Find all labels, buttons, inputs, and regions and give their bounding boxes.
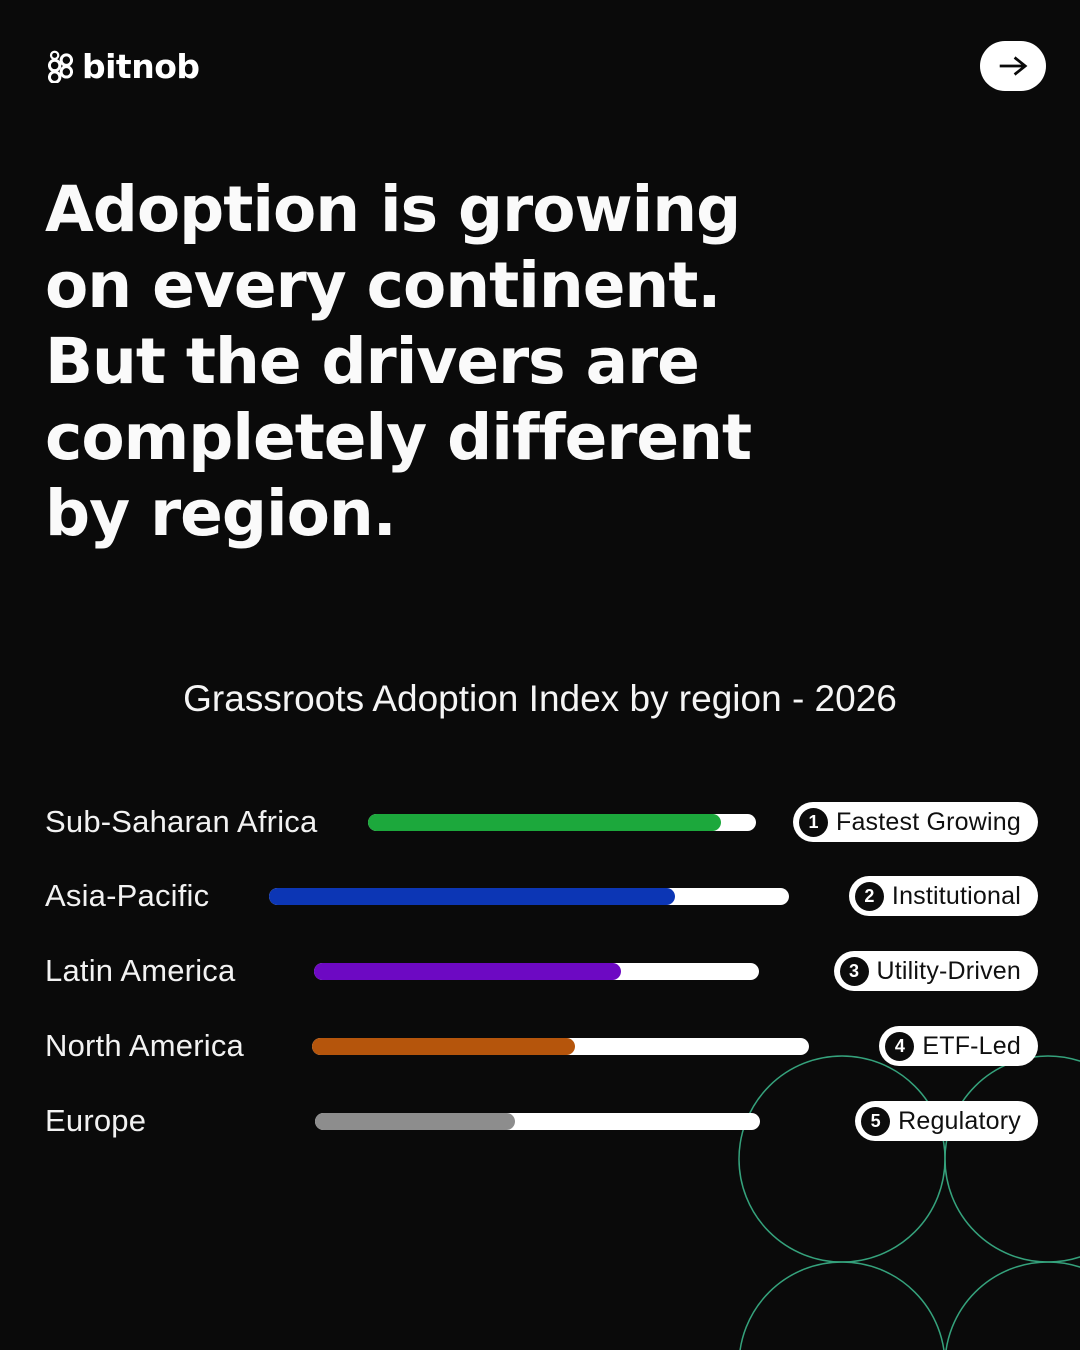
bar-fill xyxy=(312,1038,576,1055)
arrow-right-icon xyxy=(999,56,1028,76)
brand-name: bitnob xyxy=(82,46,200,86)
bar-track xyxy=(368,814,756,831)
driver-badge: 2 Institutional xyxy=(848,876,1038,916)
bitnob-logo-icon xyxy=(48,50,73,83)
chart-row-north-america: North America 4 ETF-Led xyxy=(0,1023,1080,1069)
region-label: North America xyxy=(45,1028,244,1063)
driver-label: Institutional xyxy=(891,881,1021,910)
chart-row-sub-saharan-africa: Sub-Saharan Africa 1 Fastest Growing xyxy=(0,799,1080,845)
driver-label: Fastest Growing xyxy=(835,807,1021,836)
driver-badge: 3 Utility-Driven xyxy=(833,951,1038,991)
chart-row-latin-america: Latin America 3 Utility-Driven xyxy=(0,948,1080,994)
driver-badge: 4 ETF-Led xyxy=(879,1026,1038,1066)
bar-fill xyxy=(269,888,675,905)
rank-number: 3 xyxy=(839,956,869,986)
driver-badge: 5 Regulatory xyxy=(855,1101,1038,1141)
header: bitnob xyxy=(48,38,1046,94)
bar-fill xyxy=(315,1113,516,1130)
bar-fill xyxy=(368,814,722,831)
region-label: Sub-Saharan Africa xyxy=(45,804,318,839)
region-label: Europe xyxy=(45,1103,147,1138)
chart-row-asia-pacific: Asia-Pacific 2 Institutional xyxy=(0,873,1080,919)
rank-number: 4 xyxy=(885,1031,915,1061)
headline: Adoption is growing on every continent. … xyxy=(45,173,752,550)
rank-number: 2 xyxy=(854,881,884,911)
driver-label: Regulatory xyxy=(898,1106,1021,1135)
bar-track xyxy=(314,963,759,980)
rank-number: 1 xyxy=(798,807,828,837)
bar-fill xyxy=(314,963,622,980)
region-label: Asia-Pacific xyxy=(45,878,210,913)
chart-row-europe: Europe 5 Regulatory xyxy=(0,1098,1080,1144)
driver-label: Utility-Driven xyxy=(876,956,1021,985)
driver-label: ETF-Led xyxy=(922,1031,1021,1060)
next-arrow-button[interactable] xyxy=(980,41,1046,91)
chart-title: Grassroots Adoption Index by region - 20… xyxy=(183,678,897,719)
brand-logo: bitnob xyxy=(48,47,200,86)
bar-track xyxy=(315,1113,760,1130)
bar-track xyxy=(312,1038,809,1055)
region-label: Latin America xyxy=(45,953,236,988)
driver-badge: 1 Fastest Growing xyxy=(792,802,1038,842)
rank-number: 5 xyxy=(861,1106,891,1136)
bar-track xyxy=(269,888,789,905)
